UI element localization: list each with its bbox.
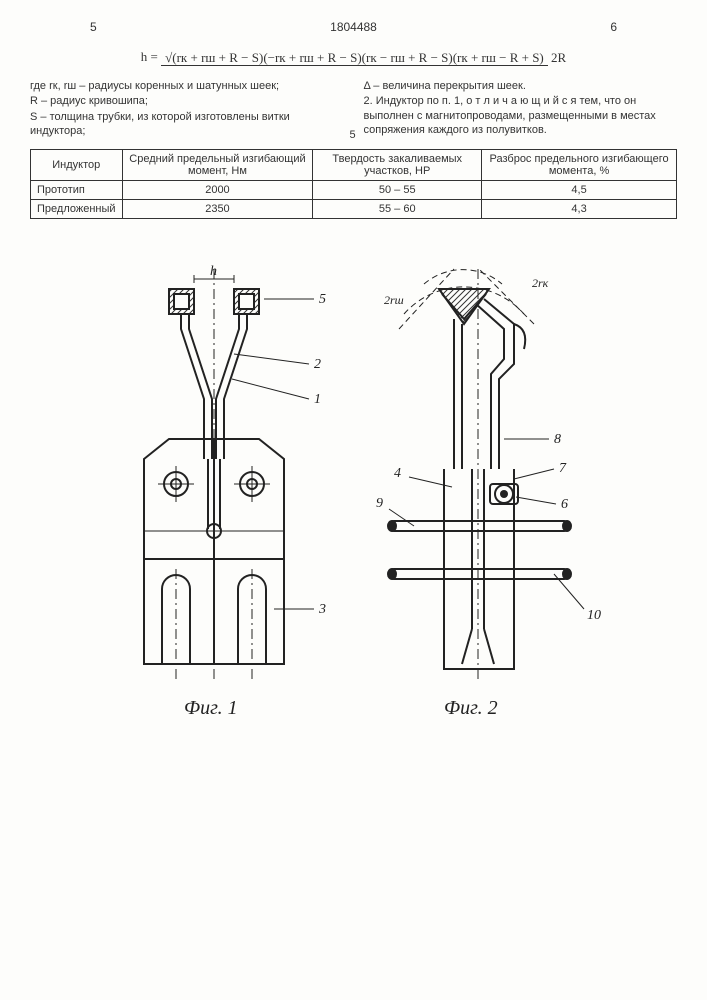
ref-1: 1	[314, 392, 321, 407]
ref-5: 5	[319, 292, 326, 307]
doc-number: 1804488	[330, 20, 377, 34]
formula-block: h = √(rк + rш + R − S)(−rк + rш + R − S)…	[30, 49, 677, 66]
page-left: 5	[90, 20, 97, 34]
formula-numerator: √(rк + rш + R − S)(−rк + rш + R − S)(rк …	[161, 50, 548, 66]
claim-2: 2. Индуктор по п. 1, о т л и ч а ю щ и й…	[364, 94, 678, 137]
fig2-caption: Фиг. 2	[444, 697, 498, 719]
fig1-caption: Фиг. 1	[184, 697, 238, 719]
ref-7: 7	[559, 461, 567, 476]
ref-2: 2	[314, 357, 321, 372]
dim-2rш: 2rш	[384, 293, 404, 307]
ref-10: 10	[587, 608, 601, 623]
figures-block: h 5 2 1	[30, 259, 677, 799]
ref-8: 8	[554, 432, 561, 447]
definition-R: R – радиус кривошипа;	[30, 94, 344, 108]
definition-delta: Δ – величина перекрытия шеек.	[364, 79, 678, 93]
line-number: 5	[350, 128, 356, 142]
table-row: Прототип 2000 50 – 55 4,5	[31, 181, 677, 200]
figures-svg: h 5 2 1	[94, 259, 614, 799]
ref-9: 9	[376, 496, 383, 511]
definition-rk-rsh: где rк, rш – радиусы коренных и шатунных…	[30, 79, 344, 93]
right-column: 5 Δ – величина перекрытия шеек. 2. Индук…	[364, 78, 678, 139]
ref-4: 4	[394, 466, 401, 481]
table-header: Твердость закаливаемых участков, HP	[313, 150, 482, 181]
table-header: Разброс предельного изгибающего момента,…	[482, 150, 677, 181]
dim-2rк: 2rк	[532, 276, 549, 290]
definition-S: S – толщина трубки, из которой изготовле…	[30, 110, 344, 139]
ref-6: 6	[561, 497, 568, 512]
data-table: Индуктор Средний предельный изгибающий м…	[30, 149, 677, 219]
left-column: где rк, rш – радиусы коренных и шатунных…	[30, 78, 344, 139]
table-header: Индуктор	[31, 150, 123, 181]
formula-denominator: 2R	[551, 48, 566, 65]
formula-lhs: h =	[141, 49, 158, 64]
table-row: Предложенный 2350 55 – 60 4,3	[31, 200, 677, 219]
page-right: 6	[610, 20, 617, 34]
table-header: Средний предельный изгибающий момент, Нм	[122, 150, 313, 181]
ref-3: 3	[318, 602, 326, 617]
